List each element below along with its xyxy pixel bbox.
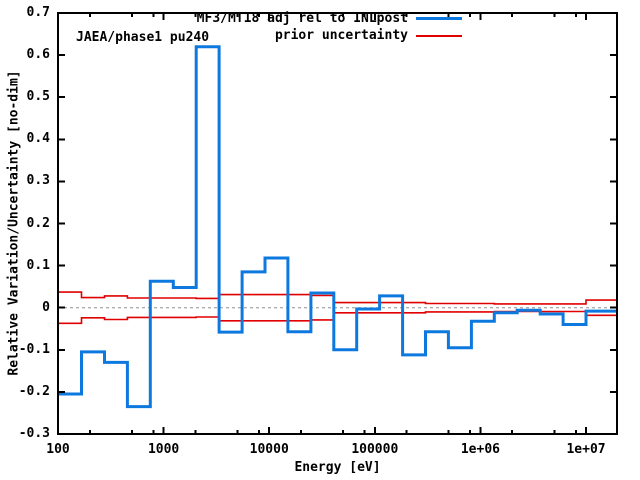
x-tick-label: 1e+07 [566, 442, 606, 457]
y-tick-label: 0.5 [26, 89, 50, 105]
x-tick-label: 10000 [249, 442, 289, 457]
legend: MF3/MT18 adj rel to INLpost prior uncert… [197, 10, 462, 44]
plot-frame [57, 12, 618, 435]
y-tick-label: 0.4 [26, 131, 50, 147]
legend-label-prior-uncertainty: prior uncertainty [274, 28, 408, 43]
x-tick-label: 1000 [147, 442, 180, 457]
x-tick-label: 1e+06 [460, 442, 500, 457]
y-tick-label: 0.3 [26, 173, 50, 189]
legend-label-adjustment: MF3/MT18 adj rel to INLpost [196, 11, 408, 26]
legend-entry-adjustment: MF3/MT18 adj rel to INLpost [197, 10, 462, 27]
adjustment-series-line [58, 45, 617, 409]
y-tick-label: -0.1 [18, 341, 50, 357]
plot-annotation: JAEA/phase1 pu240 [76, 30, 210, 45]
y-tick-label: 0.1 [26, 257, 50, 273]
prior-uncertainty-upper-line [58, 291, 617, 305]
y-tick-label: -0.3 [18, 426, 50, 441]
prior-uncertainty-lower-line [58, 310, 617, 325]
x-tick-label: 100 [46, 442, 70, 457]
y-tick-label: 0.7 [26, 5, 50, 20]
y-tick-label: 0 [42, 299, 50, 315]
y-tick-label: -0.2 [18, 383, 50, 399]
legend-line-sample-red [416, 34, 462, 37]
x-axis-title: Energy [eV] [294, 460, 381, 475]
y-axis-title: Relative Variation/Uncertainty [no-dim] [6, 70, 22, 376]
y-tick-label: 0.2 [26, 215, 50, 231]
legend-line-sample-blue [416, 17, 462, 20]
legend-entry-prior-uncertainty: prior uncertainty [197, 27, 462, 44]
y-tick-label: 0.6 [26, 47, 50, 63]
x-tick-label: 100000 [351, 442, 399, 457]
